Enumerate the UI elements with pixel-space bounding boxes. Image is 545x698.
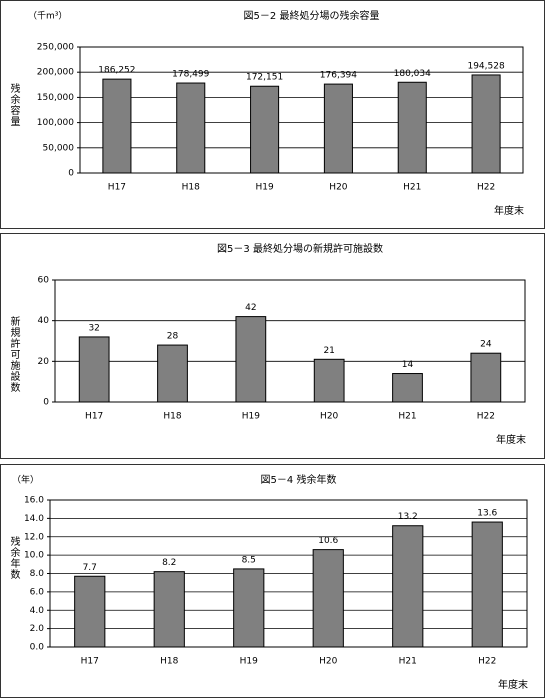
bar [470,352,502,403]
y-tick-label: 60 [38,276,50,286]
bar [153,571,185,648]
bar [235,316,267,403]
x-tick-label: H20 [320,412,338,422]
x-tick-label: H21 [403,183,421,193]
y-tick-label: 10.0 [24,551,44,561]
y-tick-label: 250,000 [37,43,74,53]
value-label: 14 [402,360,414,370]
plot-frame [54,279,526,403]
y-tick-label: 2.0 [30,624,45,634]
bar [250,85,280,174]
value-label: 8.5 [242,555,256,565]
x-tick-label: H21 [398,412,416,422]
x-tick-label: H18 [182,183,200,193]
unit-label: （千m³） [28,11,67,22]
x-tick-label: H18 [163,412,181,422]
bar [176,82,206,174]
x-tick-label: H19 [255,183,273,193]
bar [323,83,353,174]
x-tick-label: H20 [329,183,347,193]
y-axis-label: 残余年数 [8,535,20,580]
y-tick-label: 16.0 [24,496,44,506]
x-axis-label: 年度末 [498,678,528,691]
value-label: 13.2 [398,512,418,522]
y-tick-label: 20 [38,357,50,367]
value-label: 42 [245,303,256,313]
y-axis-label: 新規許可施設数 [8,315,20,393]
bar [392,373,423,403]
y-tick-label: 150,000 [37,93,74,103]
x-tick-label: H18 [160,657,178,667]
value-label: 186,252 [98,66,135,76]
value-label: 194,528 [467,61,504,71]
y-tick-label: 0 [43,398,49,408]
bar [102,78,132,174]
value-label: 172,151 [246,73,283,83]
value-label: 21 [323,346,334,356]
value-label: 7.7 [83,563,97,573]
x-tick-label: H17 [108,183,126,193]
y-tick-label: 12.0 [24,532,44,542]
bar [74,575,106,648]
value-label: 178,499 [172,70,209,80]
bar [157,344,188,403]
y-tick-label: 14.0 [24,514,44,524]
chart-title: 図5－3 最終処分場の新規許可施設数 [217,242,383,255]
bar [78,336,110,403]
bar [312,549,344,648]
y-tick-label: 6.0 [30,587,45,597]
x-tick-label: H22 [477,183,495,193]
y-tick-label: 0.0 [30,643,45,653]
value-label: 8.2 [162,558,176,568]
bar [392,525,424,648]
x-tick-label: H17 [81,657,99,667]
value-label: 13.6 [477,509,497,519]
chart-title: 図5－4 残余年数 [261,473,337,486]
bar [471,74,501,174]
plot-frame [79,46,524,174]
y-tick-label: 0 [68,169,74,179]
x-axis-label: 年度末 [496,433,526,446]
x-tick-label: H20 [319,657,337,667]
bar [397,81,427,174]
x-tick-label: H19 [242,412,260,422]
bar [471,521,503,648]
value-label: 28 [167,332,179,342]
y-tick-label: 50,000 [43,143,75,153]
y-axis-label: 残余容量 [8,82,20,127]
value-label: 180,034 [394,69,431,79]
unit-label: （年） [12,474,39,486]
bar [233,568,265,648]
y-tick-label: 100,000 [37,118,74,128]
y-tick-label: 4.0 [30,606,45,616]
y-tick-label: 8.0 [30,569,45,579]
value-label: 24 [480,340,492,350]
x-tick-label: H22 [477,412,495,422]
chart-title: 図5－2 最終処分場の残余容量 [244,9,380,22]
x-tick-label: H19 [240,657,258,667]
value-label: 10.6 [318,536,338,546]
value-label: 32 [88,323,99,333]
bar [313,358,345,403]
x-tick-label: H21 [399,657,417,667]
y-tick-label: 40 [38,316,50,326]
x-tick-label: H22 [478,657,496,667]
x-axis-label: 年度末 [494,204,524,217]
y-tick-label: 200,000 [37,68,74,78]
value-label: 176,394 [320,71,357,81]
x-tick-label: H17 [85,412,103,422]
plot-frame [49,499,528,648]
